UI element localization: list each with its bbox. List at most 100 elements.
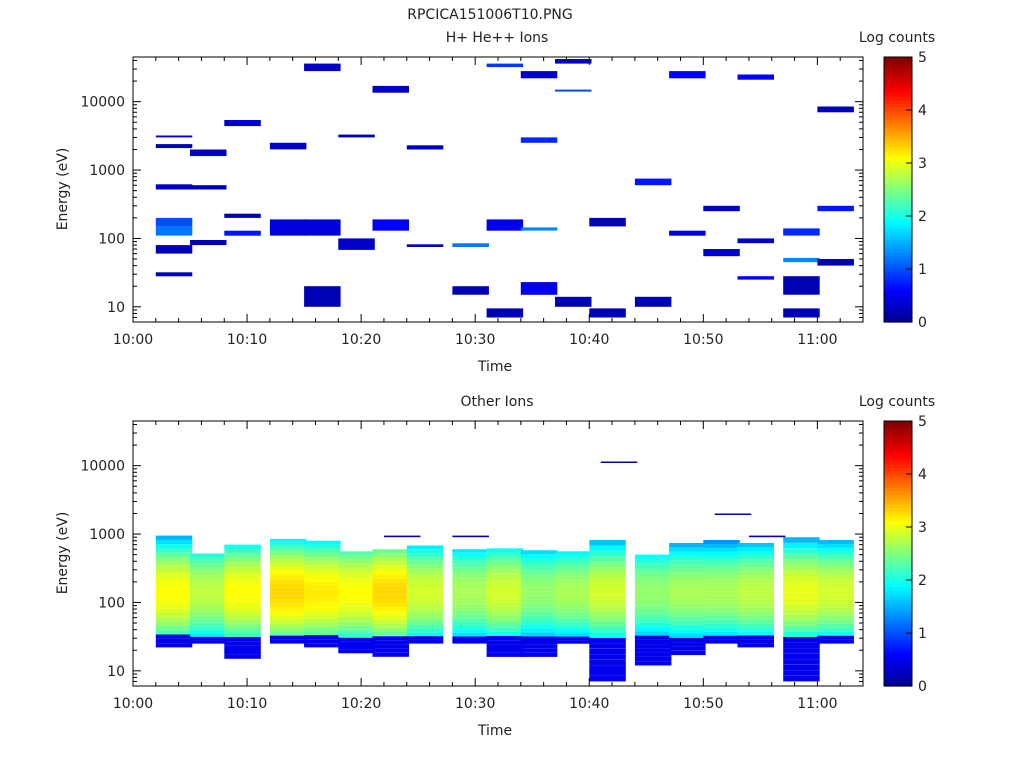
heatmap-cell — [669, 637, 706, 643]
heatmap-cell — [406, 560, 444, 565]
heatmap-cell — [589, 627, 626, 633]
colorbar-segment — [884, 66, 912, 71]
heatmap-cell — [452, 618, 489, 622]
heatmap-cell — [817, 583, 854, 588]
heatmap-cell — [555, 593, 592, 598]
heatmap-cell — [737, 276, 774, 280]
heatmap-cell — [155, 608, 193, 613]
heatmap-cell — [190, 608, 227, 613]
heatmap-cell — [555, 576, 592, 580]
heatmap-cell — [190, 553, 227, 557]
heatmap-cell — [703, 595, 740, 600]
heatmap-cell — [190, 560, 227, 564]
colorbar-segment — [884, 589, 912, 594]
colorbar-segment — [884, 196, 912, 201]
heatmap-cells — [155, 59, 854, 318]
x-ticks: 10:00 10:10 10:20 10:30 10:40 10:50 11:00 — [113, 57, 841, 348]
heatmap-cell — [269, 623, 307, 628]
heatmap-cell — [737, 619, 774, 624]
colorbar-segment — [884, 176, 912, 181]
colorbar-segment — [884, 100, 912, 104]
colorbar-segment — [884, 533, 912, 538]
heatmap-cell — [486, 552, 524, 557]
heatmap-cell — [817, 205, 854, 212]
heatmap-cell — [703, 587, 740, 592]
heatmap-cell — [224, 562, 261, 567]
heatmap-cell — [224, 230, 261, 236]
heatmap-cell — [406, 549, 444, 554]
heatmap-cell — [372, 632, 409, 637]
heatmap-cell — [269, 631, 307, 636]
heatmap-cell — [452, 549, 489, 553]
heatmap-cell — [406, 590, 444, 595]
heatmap-cell — [589, 599, 626, 606]
heatmap-cell — [155, 613, 193, 618]
heatmap-cell — [783, 537, 820, 543]
colorbar-segment — [884, 596, 912, 601]
heatmap-cell — [406, 632, 444, 637]
heatmap-cell — [737, 603, 774, 608]
heatmap-cell — [555, 565, 592, 570]
heatmap-cell — [737, 238, 774, 244]
heatmap-cell — [224, 544, 261, 549]
heatmap-cell — [269, 639, 307, 644]
heatmap-cell — [520, 282, 558, 295]
heatmap-cell — [520, 644, 558, 649]
heatmap-cell — [669, 620, 706, 625]
heatmap-cell — [190, 574, 227, 578]
heatmap-cell — [520, 632, 558, 637]
heatmap-cell — [304, 631, 341, 636]
heatmap-cell — [737, 583, 774, 588]
heatmap-cell — [406, 617, 444, 621]
heatmap-cell — [269, 607, 307, 612]
heatmap-cell — [155, 184, 193, 190]
heatmap-cell — [372, 553, 409, 558]
heatmap-cell — [155, 578, 193, 583]
heatmap-cell — [783, 276, 820, 295]
x-tick-label: 10:30 — [455, 332, 495, 348]
colorbar-segment — [884, 619, 912, 624]
heatmap-cell — [372, 603, 409, 608]
heatmap-cell — [669, 599, 706, 604]
heatmap-cell — [224, 632, 261, 637]
heatmap-cell — [269, 635, 307, 640]
heatmap-cell — [669, 633, 706, 638]
heatmap-cell — [486, 548, 524, 553]
heatmap-cell — [486, 590, 524, 595]
heatmap-cell — [634, 622, 672, 628]
heatmap-cell — [224, 601, 261, 607]
colorbar-segment — [884, 536, 912, 541]
colorbar-segment — [884, 679, 912, 684]
colorbar-segment — [884, 255, 912, 260]
colorbar-segment — [884, 206, 912, 210]
colorbar-segment — [884, 540, 912, 545]
heatmap-cell — [304, 548, 341, 553]
colorbar-top: Log counts 0 1 2 3 4 5 — [859, 30, 935, 331]
heatmap-cell — [269, 551, 307, 555]
heatmap-cell — [338, 134, 375, 138]
heatmap-cell — [783, 614, 820, 621]
heatmap-cell — [406, 605, 444, 610]
heatmap-cell — [589, 648, 626, 655]
heatmap-cell — [269, 563, 307, 568]
heatmap-cell — [372, 578, 409, 583]
colorbar-segment — [884, 156, 912, 161]
heatmap-cell — [486, 606, 524, 611]
colorbar-segment — [884, 487, 912, 492]
heatmap-cell — [520, 591, 558, 596]
heatmap-cell — [737, 587, 774, 592]
colorbar-segment — [884, 179, 912, 184]
colorbar-tick-label: 4 — [918, 467, 927, 483]
colorbar-segment — [884, 219, 912, 224]
heatmap-cell — [817, 623, 854, 628]
colorbar-segment — [884, 216, 912, 220]
colorbar-segment — [884, 103, 912, 108]
heatmap-cell — [190, 622, 227, 627]
heatmap-cell — [555, 615, 592, 619]
heatmap-cell — [372, 611, 409, 616]
panel-h-he-ions: H+ He++ Ions Time Energy (eV) 10:00 10:10… — [55, 30, 864, 375]
heatmap-cell — [406, 553, 444, 557]
heatmap-cell — [737, 543, 774, 547]
heatmap-cell — [372, 565, 409, 570]
heatmap-cell — [737, 623, 774, 628]
